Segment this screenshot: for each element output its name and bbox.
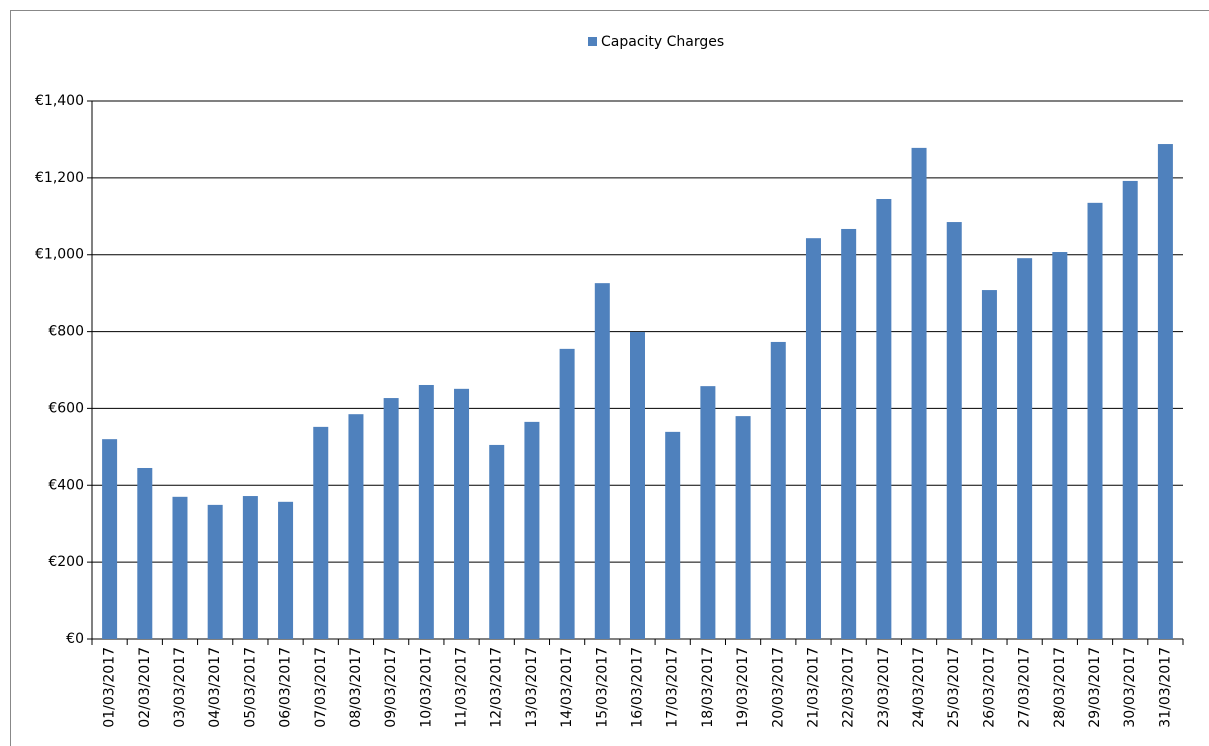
y-tick-label: €800 bbox=[48, 324, 84, 340]
bar bbox=[841, 228, 857, 639]
x-tick-label: 12/03/2017 bbox=[489, 647, 505, 728]
bar bbox=[1157, 144, 1173, 640]
bar bbox=[383, 398, 399, 639]
y-tick-label: €400 bbox=[48, 477, 84, 493]
x-tick-label: 22/03/2017 bbox=[841, 647, 857, 728]
x-tick-label: 06/03/2017 bbox=[278, 647, 294, 728]
x-tick-label: 19/03/2017 bbox=[735, 647, 751, 728]
bar bbox=[665, 431, 681, 639]
x-tick-label: 31/03/2017 bbox=[1157, 647, 1173, 728]
bar bbox=[172, 496, 188, 639]
y-tick-label: €600 bbox=[48, 400, 84, 416]
bar bbox=[348, 414, 364, 639]
bar bbox=[454, 388, 470, 639]
bar bbox=[1052, 252, 1068, 639]
y-tick-label: €1,200 bbox=[35, 170, 84, 186]
bar bbox=[1017, 258, 1033, 639]
bar bbox=[700, 386, 716, 639]
bar bbox=[594, 283, 610, 639]
x-tick-label: 20/03/2017 bbox=[770, 647, 786, 728]
x-tick-label: 25/03/2017 bbox=[946, 647, 962, 728]
x-tick-label: 07/03/2017 bbox=[313, 647, 329, 728]
x-tick-label: 30/03/2017 bbox=[1122, 647, 1138, 728]
x-tick-label: 23/03/2017 bbox=[876, 647, 892, 728]
bar bbox=[489, 444, 505, 639]
bar bbox=[946, 222, 962, 640]
x-tick-label: 18/03/2017 bbox=[700, 647, 716, 728]
x-tick-label: 29/03/2017 bbox=[1087, 647, 1103, 728]
legend-swatch bbox=[588, 37, 597, 46]
bar bbox=[770, 341, 786, 639]
bar bbox=[559, 348, 575, 639]
x-tick-label: 27/03/2017 bbox=[1017, 647, 1033, 728]
x-tick-label: 17/03/2017 bbox=[665, 647, 681, 728]
x-tick-label: 02/03/2017 bbox=[137, 647, 153, 728]
x-tick-label: 05/03/2017 bbox=[242, 647, 258, 728]
bar bbox=[278, 501, 294, 639]
y-tick-label: €0 bbox=[66, 631, 84, 647]
x-tick-label: 03/03/2017 bbox=[172, 647, 188, 728]
x-tick-label: 04/03/2017 bbox=[207, 647, 223, 728]
y-tick-label: €1,000 bbox=[35, 247, 84, 263]
x-tick-label: 26/03/2017 bbox=[981, 647, 997, 728]
bar bbox=[137, 467, 153, 639]
x-tick-label: 21/03/2017 bbox=[805, 647, 821, 728]
bar bbox=[242, 496, 258, 639]
bar bbox=[735, 416, 751, 639]
y-tick-label: €200 bbox=[48, 554, 84, 570]
x-tick-label: 15/03/2017 bbox=[594, 647, 610, 728]
bar bbox=[805, 238, 821, 639]
x-tick-label: 13/03/2017 bbox=[524, 647, 540, 728]
x-tick-label: 24/03/2017 bbox=[911, 647, 927, 728]
bar bbox=[418, 384, 434, 639]
bar bbox=[876, 198, 892, 639]
bar bbox=[207, 504, 223, 639]
x-tick-label: 09/03/2017 bbox=[383, 647, 399, 728]
bar bbox=[981, 290, 997, 639]
x-tick-label: 11/03/2017 bbox=[454, 647, 470, 728]
x-tick-label: 01/03/2017 bbox=[102, 647, 118, 728]
bar bbox=[911, 147, 927, 639]
legend-label: Capacity Charges bbox=[601, 34, 724, 50]
bar bbox=[313, 426, 329, 639]
bar bbox=[524, 421, 540, 639]
bar bbox=[630, 331, 645, 639]
bar bbox=[102, 439, 118, 639]
x-tick-label: 16/03/2017 bbox=[630, 647, 646, 728]
x-tick-label: 28/03/2017 bbox=[1052, 647, 1068, 728]
bar bbox=[1122, 180, 1138, 639]
x-tick-label: 10/03/2017 bbox=[418, 647, 434, 728]
y-tick-label: €1,400 bbox=[35, 93, 84, 109]
bar bbox=[1087, 202, 1103, 640]
x-tick-label: 14/03/2017 bbox=[559, 647, 575, 728]
x-tick-label: 08/03/2017 bbox=[348, 647, 364, 728]
